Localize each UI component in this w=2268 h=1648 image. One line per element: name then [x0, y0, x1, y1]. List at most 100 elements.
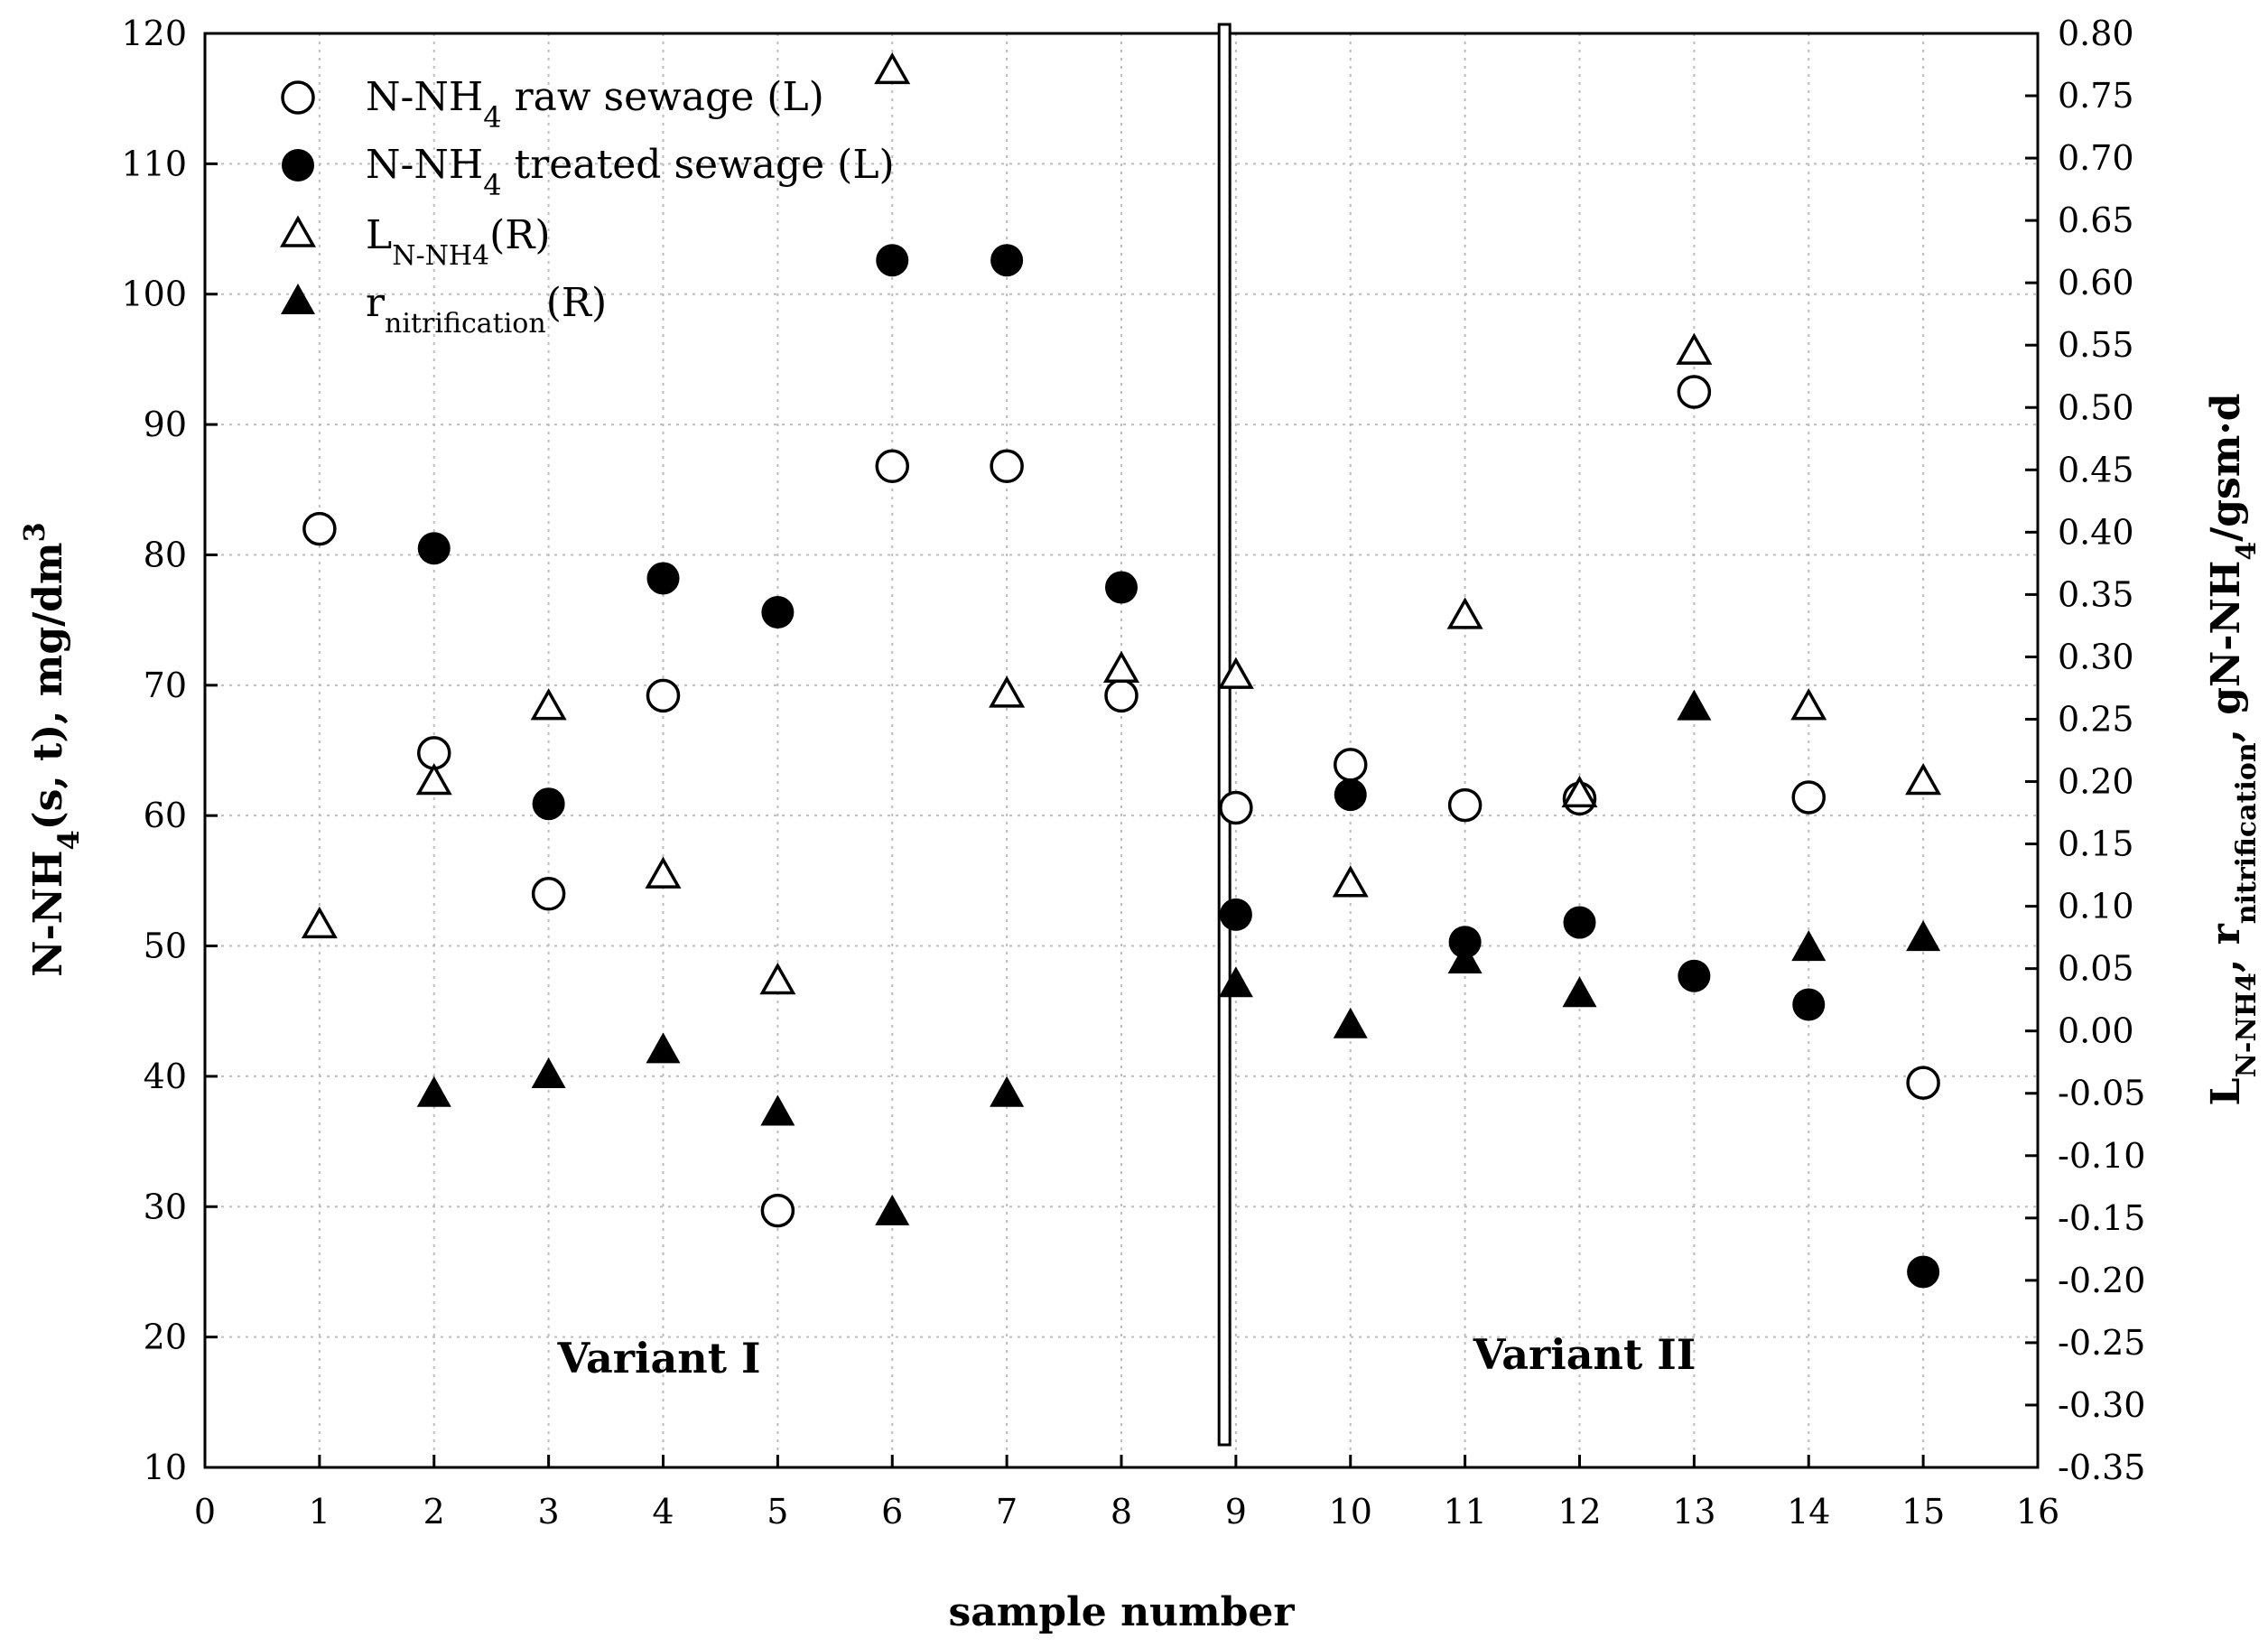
y-right-tick-label: 0.25	[2058, 699, 2134, 739]
y-right-tick-label: -0.10	[2058, 1136, 2145, 1176]
legend-marker-load	[279, 215, 317, 247]
y-right-tick-label: 0.50	[2058, 387, 2134, 427]
nitrification-point	[416, 1075, 451, 1107]
raw-sewage-point	[1334, 748, 1368, 782]
y-right-tick-label: 0.70	[2058, 138, 2134, 178]
variant-i-label: Variant I	[556, 1334, 760, 1383]
legend-label-nitrification: rnitrification(R)	[366, 280, 607, 340]
treated-sewage-point	[761, 595, 795, 628]
load-point	[874, 51, 911, 85]
y-left-tick-label: 60	[144, 796, 187, 835]
load-point	[1332, 865, 1369, 898]
legend-marker-nitrification	[281, 284, 315, 314]
y-right-tick-label: 0.40	[2058, 512, 2134, 552]
x-tick-label: 9	[1225, 1492, 1247, 1532]
x-tick-label: 0	[194, 1492, 216, 1532]
y-right-tick-label: -0.15	[2058, 1198, 2145, 1238]
nitrification-point	[646, 1032, 681, 1064]
treated-sewage-point	[1219, 898, 1252, 931]
legend-marker-raw-sewage	[281, 80, 315, 115]
raw-sewage-point	[302, 511, 337, 546]
y-right-tick-label: 0.65	[2058, 200, 2134, 240]
load-point	[1905, 762, 1942, 796]
y-right-tick-label: 0.15	[2058, 824, 2134, 864]
load-point	[415, 762, 452, 796]
x-tick-label: 2	[423, 1492, 445, 1532]
raw-sewage-point	[1104, 678, 1139, 713]
treated-sewage-point	[876, 244, 909, 277]
y-left-tick-label: 10	[144, 1448, 187, 1487]
x-axis-label: sample number	[948, 1589, 1295, 1635]
y-left-tick-label: 40	[144, 1057, 187, 1096]
y-left-tick-label: 100	[121, 275, 187, 314]
load-point	[759, 962, 796, 995]
y-right-tick-label: -0.25	[2058, 1323, 2145, 1363]
legend: N-NH4 raw sewage (L) N-NH4 treated sewag…	[279, 74, 895, 340]
raw-sewage-point	[531, 877, 566, 911]
y-right-tick-label: -0.20	[2058, 1261, 2145, 1300]
x-tick-label: 1	[309, 1492, 330, 1532]
treated-sewage-point	[532, 787, 565, 821]
y-right-tick-label: 0.05	[2058, 949, 2134, 989]
nitrification-point	[1218, 966, 1253, 998]
load-point	[530, 688, 567, 721]
y-left-tick-label: 30	[144, 1187, 187, 1226]
legend-label-treated-sewage: N-NH4 treated sewage (L)	[366, 142, 895, 202]
treated-sewage-point	[1678, 959, 1711, 992]
legend-label-raw-sewage: N-NH4 raw sewage (L)	[366, 74, 824, 135]
load-point	[301, 906, 338, 939]
treated-sewage-point	[1792, 988, 1826, 1021]
x-tick-label: 16	[2016, 1492, 2059, 1532]
load-point	[645, 856, 682, 889]
y-right-tick-label: 0.35	[2058, 574, 2134, 614]
y-left-tick-label: 120	[121, 14, 187, 53]
y-left-tick-label: 110	[121, 144, 187, 183]
y-axis-left-label: N-NH4(s, t), mg/dm3	[17, 522, 86, 977]
raw-sewage-point	[1906, 1066, 1940, 1100]
y-right-tick-label: 0.30	[2058, 637, 2134, 676]
nitrification-point	[875, 1194, 910, 1225]
raw-sewage-point	[1791, 780, 1826, 815]
nitrification-point	[1562, 976, 1597, 1008]
raw-sewage-point	[1219, 790, 1253, 825]
x-tick-label: 12	[1557, 1492, 1601, 1532]
x-tick-label: 14	[1787, 1492, 1830, 1532]
data-points	[301, 51, 1942, 1289]
treated-sewage-point	[1105, 571, 1138, 604]
legend-marker-treated-sewage	[282, 149, 314, 182]
nitrification-point	[531, 1057, 566, 1089]
nitrification-point	[1791, 930, 1826, 962]
nitrification-point	[990, 1075, 1025, 1107]
y-right-tick-label: 0.55	[2058, 325, 2134, 365]
raw-sewage-point	[1677, 375, 1712, 409]
y-right-tick-label: -0.05	[2058, 1074, 2145, 1113]
raw-sewage-point	[990, 449, 1024, 484]
treated-sewage-point	[417, 532, 451, 565]
y-right-tick-label: 0.75	[2058, 76, 2134, 116]
x-tick-label: 4	[652, 1492, 674, 1532]
raw-sewage-point	[760, 1193, 795, 1228]
load-point	[1790, 688, 1827, 721]
treated-sewage-point	[1448, 926, 1482, 959]
treated-sewage-point	[990, 244, 1024, 277]
nitrification-point	[760, 1094, 795, 1126]
y-left-tick-label: 80	[144, 535, 187, 574]
y-left-tick-label: 20	[144, 1317, 187, 1357]
raw-sewage-point	[646, 678, 681, 713]
load-point	[1102, 650, 1140, 683]
y-right-tick-label: 0.45	[2058, 450, 2134, 489]
treated-sewage-point	[646, 562, 680, 595]
nitrification-point	[1333, 1007, 1368, 1038]
x-tick-label: 11	[1443, 1492, 1486, 1532]
raw-sewage-point	[1447, 787, 1483, 823]
load-point	[1561, 775, 1598, 808]
x-tick-label: 3	[538, 1492, 560, 1532]
treated-sewage-point	[1563, 906, 1596, 939]
variant-ii-label: Variant II	[1473, 1330, 1696, 1379]
y-left-tick-label: 90	[144, 405, 187, 444]
y-left-tick-label: 50	[144, 926, 187, 966]
axis-ticks: 0 1 2 3 4 5 6 7 8 9 10 11 12 13 14 15 161020304050607080…	[121, 14, 2145, 1532]
legend-label-load: LN-NH4(R)	[366, 212, 551, 272]
y-right-tick-label: 0.60	[2058, 263, 2134, 303]
y-right-tick-label: -0.35	[2058, 1448, 2145, 1487]
